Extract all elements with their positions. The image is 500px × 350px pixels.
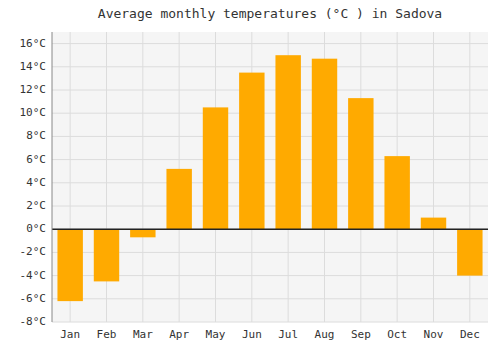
- title: Average monthly temperatures (°C ) in Sa…: [98, 6, 442, 21]
- bars: [57, 55, 482, 301]
- y-grid-line: [52, 206, 488, 207]
- bar: [57, 229, 82, 301]
- x-grid-line: [142, 32, 143, 322]
- x-tick-label: Aug: [315, 328, 335, 341]
- bar: [239, 73, 264, 230]
- x-tick-label: Apr: [169, 328, 189, 341]
- x-tick-label: Feb: [97, 328, 117, 341]
- y-tick-label: 2°C: [26, 199, 46, 212]
- y-tick-label: 8°C: [26, 129, 46, 142]
- x-grid-line: [469, 32, 470, 322]
- y-tick-label: 12°C: [20, 83, 47, 96]
- y-tick-label: -2°C: [20, 245, 47, 258]
- y-grid-line: [52, 182, 488, 183]
- bar: [457, 229, 482, 275]
- bar: [94, 229, 119, 281]
- x-tick-label: Dec: [460, 328, 480, 341]
- x-tick-label: Mar: [133, 328, 153, 341]
- y-grid-line: [52, 66, 488, 67]
- zero-line: [52, 228, 488, 230]
- x-grid-line: [433, 32, 434, 322]
- bar: [421, 218, 446, 230]
- bar: [312, 59, 337, 230]
- y-grid-line: [52, 298, 488, 299]
- y-tick-label: -8°C: [20, 315, 47, 328]
- y-tick-label: 4°C: [26, 176, 46, 189]
- y-tick-label: 14°C: [20, 60, 47, 73]
- bar: [348, 98, 373, 229]
- y-grid-line: [52, 90, 488, 91]
- bar: [203, 107, 228, 229]
- y-grid-line: [52, 136, 488, 137]
- x-tick-label: Nov: [424, 328, 444, 341]
- y-grid-line: [52, 43, 488, 44]
- y-tick-label: 10°C: [20, 106, 47, 119]
- plot-background: [52, 32, 488, 322]
- x-tick-label: Jun: [242, 328, 262, 341]
- bar: [130, 229, 155, 237]
- chart: -8°C -6°C -4°C -2°C 0°C 2°C 4°C 6°C 8°C 10°C 12°C 1…: [0, 0, 500, 350]
- axes: -8°C -6°C -4°C -2°C 0°C 2°C 4°C 6°C 8°C 10°C 12°C 1…: [20, 37, 480, 341]
- y-tick-label: 6°C: [26, 153, 46, 166]
- x-tick-label: Oct: [387, 328, 407, 341]
- x-tick-label: Jan: [60, 328, 80, 341]
- bar: [384, 156, 409, 229]
- y-grid-line: [52, 229, 488, 230]
- y-tick-label: 16°C: [20, 37, 47, 50]
- y-tick-label: 0°C: [26, 222, 46, 235]
- y-grid-line: [52, 113, 488, 114]
- y-grid-line: [52, 322, 488, 323]
- bar: [275, 55, 300, 229]
- y-tick-label: -6°C: [20, 292, 47, 305]
- x-tick-label: May: [206, 328, 226, 341]
- bar: [166, 169, 191, 229]
- y-axis-line: [52, 32, 53, 322]
- x-tick-label: Sep: [351, 328, 371, 341]
- y-grid-line: [52, 159, 488, 160]
- chart-container: -8°C -6°C -4°C -2°C 0°C 2°C 4°C 6°C 8°C 10°C 12°C 1…: [0, 0, 500, 350]
- y-tick-label: -4°C: [20, 269, 47, 282]
- grid: [52, 32, 488, 322]
- x-tick-label: Jul: [278, 328, 298, 341]
